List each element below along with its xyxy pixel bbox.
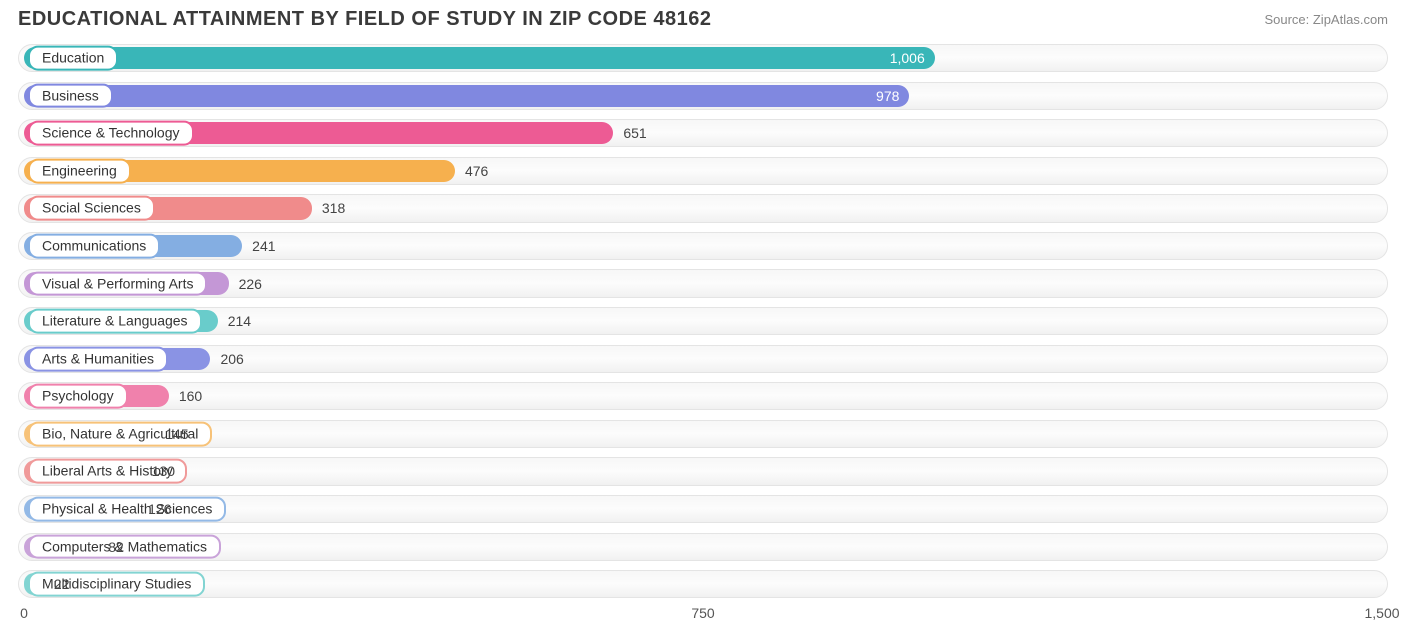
bar-label-pill: Communications [28, 234, 160, 259]
bar-value: 214 [228, 313, 251, 329]
chart-header: EDUCATIONAL ATTAINMENT BY FIELD OF STUDY… [0, 0, 1406, 35]
bar-value: 130 [152, 463, 175, 479]
bar-track [18, 570, 1388, 598]
bar-fill [24, 47, 935, 69]
chart-source: Source: ZipAtlas.com [1264, 8, 1388, 27]
bar-label-pill: Social Sciences [28, 196, 155, 221]
bar-label-pill: Computers & Mathematics [28, 534, 221, 559]
bar-label-pill: Arts & Humanities [28, 346, 168, 371]
bar-row: Communications 241 [18, 229, 1388, 263]
bar-label-pill: Education [28, 46, 118, 71]
x-axis: 07501,500 [18, 605, 1388, 629]
axis-tick: 0 [20, 605, 28, 621]
bar-value: 82 [108, 539, 124, 555]
bar-track [18, 533, 1388, 561]
bar-label-pill: Engineering [28, 158, 131, 183]
bar-row: Engineering 476 [18, 154, 1388, 188]
bar-value: 651 [623, 125, 646, 141]
bar-label-pill: Visual & Performing Arts [28, 271, 207, 296]
bar-value: 160 [179, 388, 202, 404]
bar-row: Arts & Humanities 206 [18, 342, 1388, 376]
bar-label-pill: Psychology [28, 384, 128, 409]
bar-row: Education 1,006 [18, 41, 1388, 75]
chart-area: Education 1,006 Business 978 Science & Techn… [0, 35, 1406, 601]
bar-row: Visual & Performing Arts 226 [18, 266, 1388, 300]
bar-row: Bio, Nature & Agricultural145 [18, 417, 1388, 451]
bar-track [18, 307, 1388, 335]
bar-fill [24, 85, 909, 107]
bar-label-pill: Business [28, 83, 113, 108]
bar-value: 318 [322, 200, 345, 216]
bar-row: Physical & Health Sciences126 [18, 492, 1388, 526]
bar-value: 226 [239, 276, 262, 292]
bar-row: Literature & Languages 214 [18, 304, 1388, 338]
bar-value: 126 [148, 501, 171, 517]
bar-row: Multidisciplinary Studies22 [18, 567, 1388, 601]
bar-row: Computers & Mathematics82 [18, 530, 1388, 564]
bar-row: Liberal Arts & History130 [18, 454, 1388, 488]
bar-value: 1,006 [890, 50, 925, 66]
bar-row: Business 978 [18, 79, 1388, 113]
bar-value: 22 [54, 576, 70, 592]
axis-tick: 1,500 [1364, 605, 1399, 621]
axis-tick: 750 [691, 605, 714, 621]
bar-row: Social Sciences 318 [18, 191, 1388, 225]
bar-value: 476 [465, 163, 488, 179]
bar-label-pill: Literature & Languages [28, 309, 202, 334]
bar-value: 206 [220, 351, 243, 367]
bar-value: 978 [876, 88, 899, 104]
bar-track [18, 382, 1388, 410]
bar-row: Psychology 160 [18, 379, 1388, 413]
bar-label-pill: Science & Technology [28, 121, 194, 146]
chart-title: EDUCATIONAL ATTAINMENT BY FIELD OF STUDY… [18, 8, 712, 31]
bar-track [18, 420, 1388, 448]
bar-label-pill: Physical & Health Sciences [28, 497, 226, 522]
bar-row: Science & Technology 651 [18, 116, 1388, 150]
bar-value: 241 [252, 238, 275, 254]
bar-value: 145 [165, 426, 188, 442]
bar-track [18, 457, 1388, 485]
